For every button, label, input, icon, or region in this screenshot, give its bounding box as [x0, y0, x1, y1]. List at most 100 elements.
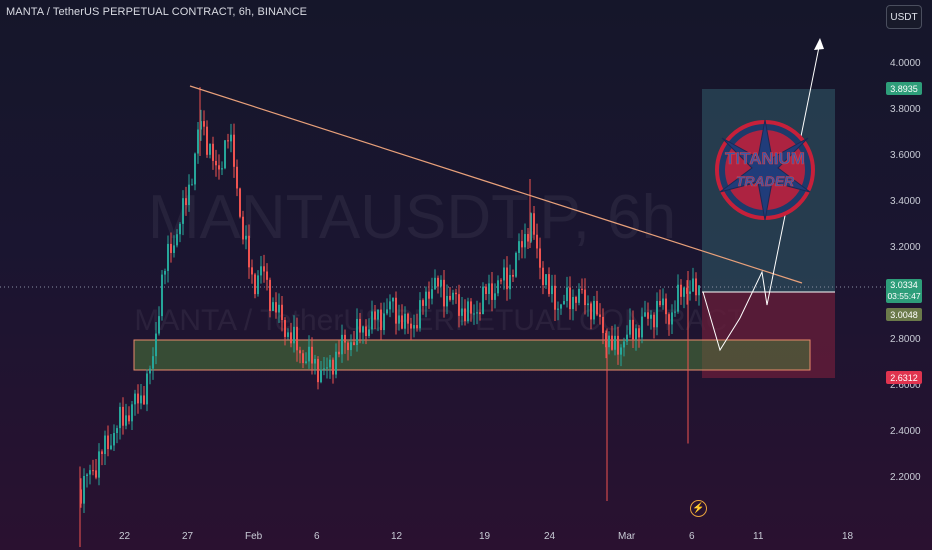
- candle-body: [497, 280, 499, 294]
- candle-body: [83, 475, 85, 504]
- candle-body: [599, 314, 601, 317]
- x-tick: 6: [689, 531, 695, 542]
- chart-title: MANTA / TetherUS PERPETUAL CONTRACT, 6h,…: [6, 6, 308, 18]
- candle-body: [335, 351, 337, 375]
- current-price-value: 3.0334: [890, 280, 918, 290]
- candle-body: [644, 312, 646, 317]
- candle-body: [635, 328, 637, 340]
- candle-body: [92, 470, 94, 472]
- candle-body: [119, 406, 121, 429]
- candle-body: [386, 309, 388, 314]
- candle-body: [257, 275, 259, 295]
- candle-body: [455, 292, 457, 295]
- candle-body: [314, 358, 316, 364]
- candle-body: [545, 274, 547, 285]
- target-price-tag: 3.8935: [886, 82, 922, 95]
- candle-body: [215, 160, 217, 166]
- candle-body: [443, 279, 445, 307]
- candle-body: [260, 266, 262, 276]
- candle-body: [626, 334, 628, 342]
- y-tick: 3.2000: [890, 242, 921, 253]
- candle-body: [353, 342, 355, 345]
- candle-body: [122, 406, 124, 426]
- candle-body: [224, 140, 226, 169]
- candle-body: [611, 335, 613, 350]
- candle-body: [482, 286, 484, 315]
- candle-countdown: 03:55:47: [887, 291, 921, 301]
- candle-body: [161, 274, 163, 317]
- logo-line1: TITANIUM: [725, 149, 805, 168]
- candle-body: [278, 304, 280, 313]
- candle-body: [320, 369, 322, 383]
- candle-body: [287, 332, 289, 337]
- candle-body: [149, 368, 151, 374]
- lightning-icon[interactable]: ⚡: [690, 500, 707, 517]
- candle-body: [98, 451, 100, 478]
- candle-body: [593, 300, 595, 320]
- candle-body: [404, 313, 406, 329]
- candle-body: [191, 184, 193, 186]
- candle-body: [290, 332, 292, 344]
- candle-body: [659, 300, 661, 306]
- candle-body: [524, 234, 526, 248]
- candle-body: [512, 274, 514, 277]
- candle-body: [272, 302, 274, 311]
- current-price-tag: 3.0334 03:55:47: [886, 279, 922, 303]
- candle-body: [179, 223, 181, 235]
- candle-body: [686, 287, 688, 294]
- x-tick: 12: [391, 531, 403, 542]
- candle-body: [623, 341, 625, 348]
- candle-body: [410, 323, 412, 329]
- candle-body: [530, 213, 532, 242]
- candle-body: [359, 318, 361, 333]
- y-tick: 2.4000: [890, 426, 921, 437]
- candle-body: [368, 329, 370, 337]
- candle-body: [587, 303, 589, 306]
- candle-body: [434, 277, 436, 290]
- candle-body: [566, 287, 568, 302]
- y-tick: 3.4000: [890, 196, 921, 207]
- candle-body: [677, 284, 679, 312]
- candle-body: [584, 289, 586, 306]
- candle-body: [281, 304, 283, 321]
- candle-body: [650, 314, 652, 319]
- currency-unit-button[interactable]: USDT: [886, 5, 922, 29]
- candle-body: [401, 315, 403, 329]
- x-tick: 6: [314, 531, 320, 542]
- candle-body: [392, 297, 394, 302]
- candle-body: [128, 415, 130, 422]
- candle-body: [146, 373, 148, 405]
- candle-body: [293, 326, 295, 344]
- candle-body: [131, 404, 133, 422]
- candle-body: [197, 129, 199, 154]
- candle-body: [344, 334, 346, 343]
- candle-body: [554, 285, 556, 310]
- candle-body: [299, 350, 301, 354]
- candle-body: [167, 243, 169, 271]
- candle-body: [473, 313, 475, 315]
- x-tick: 27: [182, 531, 194, 542]
- y-tick: 3.6000: [890, 150, 921, 161]
- candle-body: [239, 188, 241, 217]
- candle-body: [296, 326, 298, 351]
- y-tick: 4.0000: [890, 58, 921, 69]
- candle-body: [689, 291, 691, 294]
- candle-body: [236, 166, 238, 189]
- candle-body: [233, 134, 235, 167]
- candle-body: [449, 295, 451, 300]
- x-tick: 19: [479, 531, 491, 542]
- candle-body: [347, 342, 349, 351]
- titanium-trader-logo: TITANIUM TRADER: [715, 119, 815, 221]
- candle-body: [170, 243, 172, 253]
- candle-body: [692, 278, 694, 292]
- candle-body: [140, 395, 142, 404]
- candle-body: [419, 300, 421, 329]
- candle-body: [326, 367, 328, 369]
- x-tick: 18: [842, 531, 854, 542]
- candle-body: [638, 328, 640, 338]
- candle-body: [206, 126, 208, 155]
- candle-body: [458, 294, 460, 316]
- candle-body: [275, 302, 277, 313]
- candle-body: [338, 351, 340, 355]
